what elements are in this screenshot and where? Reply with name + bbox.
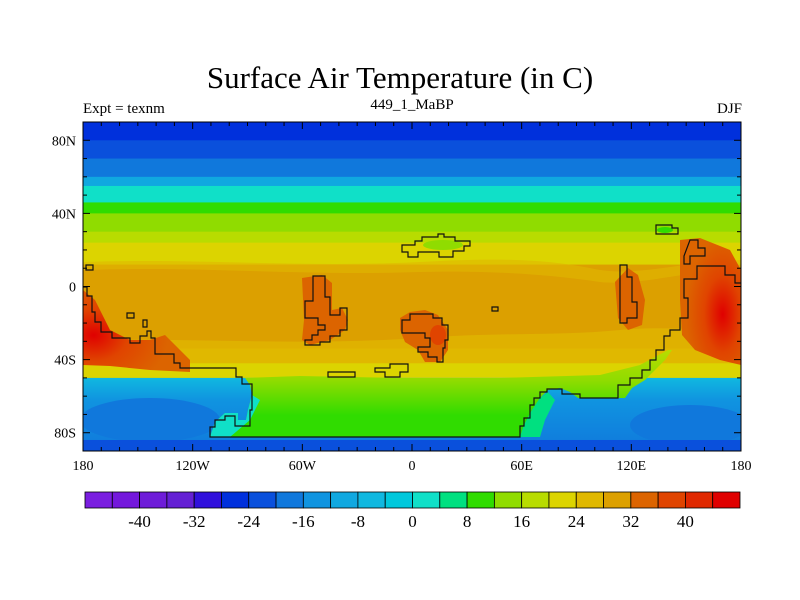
colorbar-swatch bbox=[657, 491, 686, 509]
colorbar-label: -40 bbox=[128, 512, 151, 531]
colorbar-swatch bbox=[412, 491, 441, 509]
colorbar-swatch bbox=[275, 491, 304, 509]
colorbar-swatch bbox=[84, 491, 113, 509]
temperature-band bbox=[83, 231, 741, 244]
colorbar-label: -16 bbox=[292, 512, 315, 531]
colorbar-swatch bbox=[630, 491, 659, 509]
y-tick-label: 80N bbox=[52, 134, 76, 149]
x-tick-label: 0 bbox=[409, 459, 416, 474]
temperature-contour bbox=[83, 259, 741, 283]
temperature-band bbox=[83, 140, 741, 160]
colorbar-label: -8 bbox=[351, 512, 365, 531]
colorbar-swatch bbox=[330, 491, 359, 509]
temperature-band bbox=[83, 242, 741, 266]
coastline bbox=[327, 371, 356, 378]
x-tick-label: 120E bbox=[617, 459, 647, 474]
temperature-band bbox=[83, 176, 741, 187]
coastline bbox=[304, 275, 348, 346]
y-tick-label: 40S bbox=[54, 354, 76, 369]
colorbar-swatch bbox=[685, 491, 714, 509]
coastline bbox=[142, 319, 148, 328]
temperature-band bbox=[83, 158, 741, 178]
temperature-contour bbox=[423, 240, 463, 250]
axis-ticks bbox=[82, 121, 742, 452]
coastline bbox=[401, 313, 449, 363]
x-axis-labels: 180 120W 60W 0 60E 120E 180 bbox=[73, 459, 752, 474]
x-tick-label: 120W bbox=[176, 459, 211, 474]
colorbar-swatch bbox=[493, 491, 523, 509]
temperature-band bbox=[83, 122, 741, 141]
case-label: 449_1_MaBP bbox=[370, 97, 454, 113]
temperature-contour bbox=[520, 392, 555, 437]
colorbar-label: -32 bbox=[183, 512, 206, 531]
coastline bbox=[619, 264, 638, 324]
x-tick-label: 180 bbox=[73, 459, 94, 474]
colorbar-swatch bbox=[139, 491, 168, 509]
colorbar-swatch bbox=[603, 491, 632, 509]
temperature-contour bbox=[657, 227, 673, 233]
colorbar-label: 16 bbox=[513, 512, 530, 531]
x-tick-label: 180 bbox=[731, 459, 752, 474]
coastline bbox=[401, 233, 471, 258]
colorbar-swatch bbox=[439, 491, 468, 509]
temperature-band bbox=[83, 363, 741, 379]
coastline bbox=[491, 306, 499, 312]
y-tick-label: 0 bbox=[69, 281, 76, 296]
temperature-contour bbox=[630, 405, 741, 445]
colorbar-swatch bbox=[466, 491, 495, 509]
temperature-band bbox=[83, 202, 741, 214]
colorbar-swatch bbox=[166, 491, 195, 509]
colorbar-swatch bbox=[384, 491, 413, 509]
temperature-band bbox=[83, 185, 741, 203]
colorbar-label: 8 bbox=[463, 512, 472, 531]
colorbar-swatch bbox=[575, 491, 604, 509]
hot-region-west bbox=[83, 290, 190, 372]
colorbar-swatch bbox=[221, 491, 250, 509]
hot-region-east bbox=[680, 238, 741, 365]
season-label: DJF bbox=[716, 101, 742, 117]
coastline bbox=[83, 265, 741, 438]
coastlines bbox=[83, 224, 741, 438]
y-tick-label: 40N bbox=[52, 207, 76, 222]
chart-title: Surface Air Temperature (in C) bbox=[206, 60, 594, 95]
y-axis-labels: 80N 40N 0 40S 80S bbox=[52, 134, 76, 441]
colorbar-swatch bbox=[548, 491, 577, 509]
colorbar-swatch bbox=[193, 491, 222, 509]
colorbar: -40 -32 -24 -16 -8 0 8 16 24 32 40 bbox=[84, 491, 741, 531]
colorbar-swatch bbox=[521, 491, 550, 509]
temperature-contour bbox=[83, 398, 220, 442]
colorbar-label: 24 bbox=[568, 512, 586, 531]
temperature-band bbox=[83, 213, 741, 233]
coastline bbox=[374, 363, 409, 378]
colorbar-label: -24 bbox=[237, 512, 260, 531]
coastline bbox=[683, 239, 706, 265]
x-tick-label: 60E bbox=[510, 459, 533, 474]
hot-region bbox=[400, 310, 448, 362]
colorbar-swatch bbox=[357, 491, 386, 509]
x-tick-label: 60W bbox=[289, 459, 317, 474]
temperature-field bbox=[83, 122, 741, 451]
coastline bbox=[655, 224, 679, 235]
colorbar-label: 32 bbox=[622, 512, 639, 531]
y-tick-label: 80S bbox=[54, 427, 76, 442]
experiment-label: Expt = texnm bbox=[83, 101, 165, 117]
colorbar-label: 40 bbox=[677, 512, 694, 531]
colorbar-swatch bbox=[712, 491, 741, 509]
colorbar-swatch bbox=[302, 491, 332, 509]
colorbar-swatch bbox=[248, 491, 277, 509]
colorbar-label: 0 bbox=[408, 512, 417, 531]
coastline bbox=[126, 312, 135, 319]
colorbar-swatch bbox=[111, 491, 140, 509]
hot-region bbox=[430, 325, 446, 345]
southern-continent-field bbox=[210, 350, 672, 437]
temperature-band bbox=[83, 348, 741, 364]
